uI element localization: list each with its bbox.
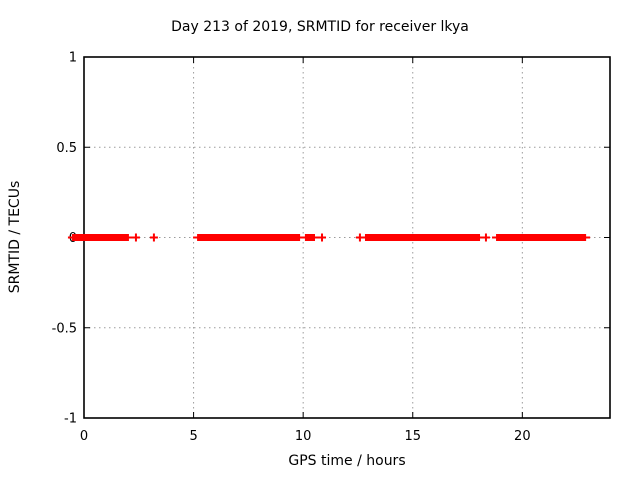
chart-title: Day 213 of 2019, SRMTID for receiver lky… — [171, 19, 469, 35]
x-tick-label: 20 — [514, 429, 531, 444]
data-point — [355, 233, 364, 242]
data-band — [496, 234, 587, 241]
x-axis-label: GPS time / hours — [288, 453, 406, 469]
data-band — [304, 234, 316, 241]
y-axis-label: SRMTID / TECUs — [7, 180, 23, 294]
data-band — [364, 234, 481, 241]
x-tick-label: 5 — [189, 429, 197, 444]
x-tick-label: 0 — [80, 429, 88, 444]
x-tick-label: 10 — [295, 429, 312, 444]
data-point — [131, 233, 140, 242]
y-tick-label: -1 — [64, 412, 77, 427]
data-band — [71, 234, 129, 241]
x-tick-label: 15 — [404, 429, 421, 444]
data-band — [197, 234, 301, 241]
y-tick-label: 0.5 — [56, 141, 77, 156]
y-tick-label: 1 — [69, 51, 77, 66]
data-point — [318, 233, 327, 242]
data-point — [149, 233, 158, 242]
y-tick-label: -0.5 — [52, 321, 77, 336]
data-point — [481, 233, 490, 242]
